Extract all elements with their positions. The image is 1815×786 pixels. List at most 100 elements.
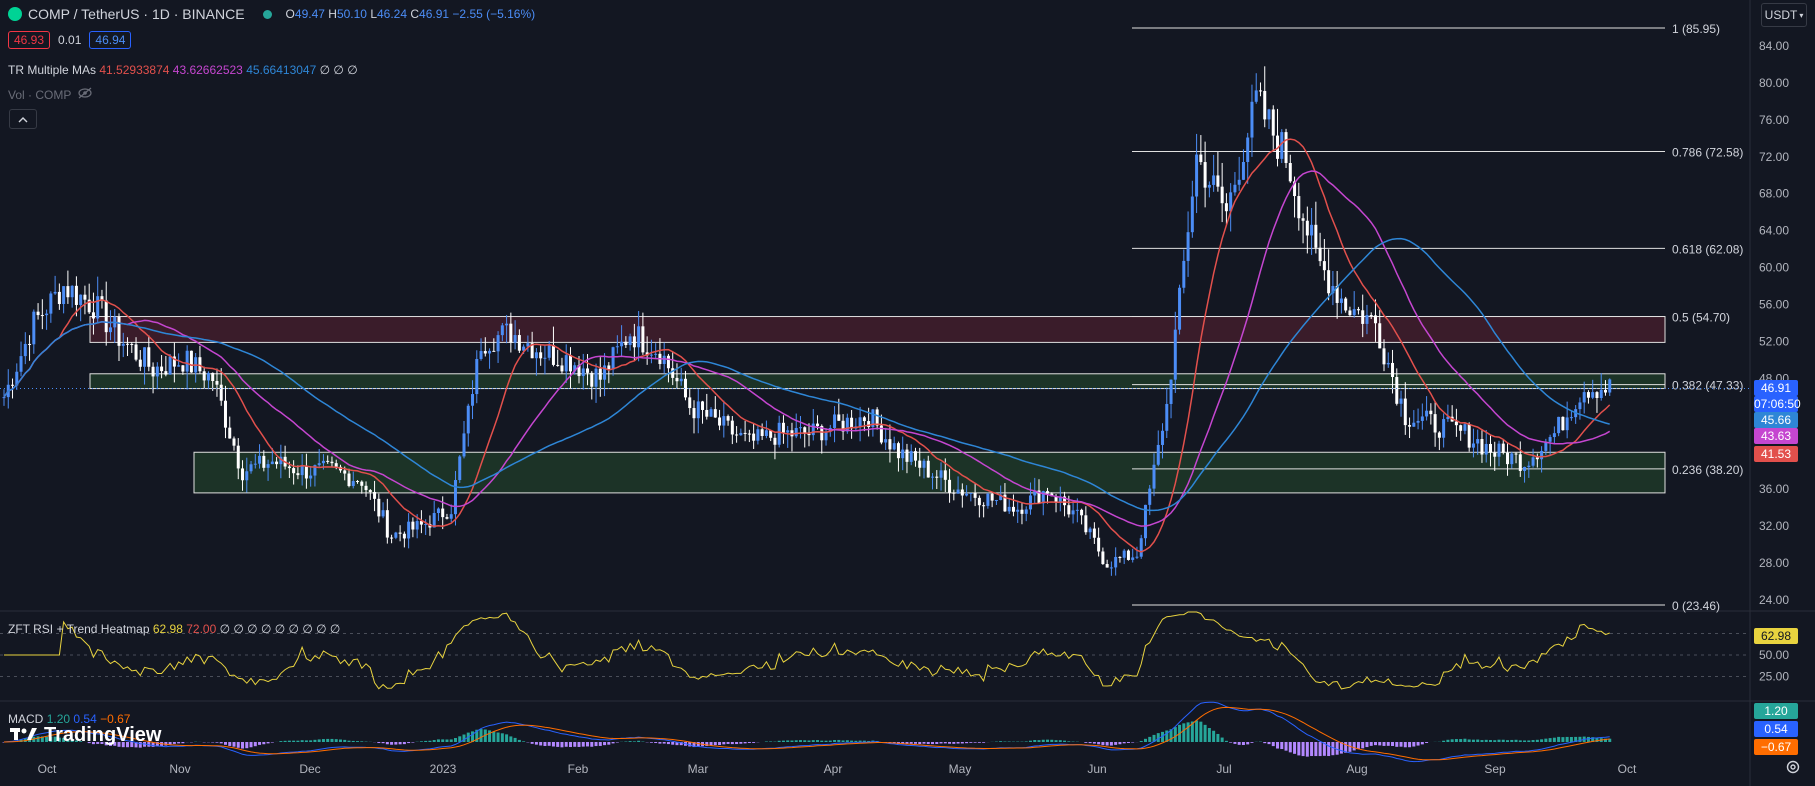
candle-body (867, 421, 871, 427)
macd-bar (471, 731, 475, 742)
candle-body (1288, 163, 1292, 182)
rsi-title: ZFT RSI + Trend Heatmap (8, 622, 150, 636)
candle-body (1497, 443, 1501, 457)
macd-bar (1224, 740, 1228, 742)
candle-body (1037, 490, 1041, 504)
candle-body (1080, 509, 1084, 516)
macd-legend[interactable]: MACD 1.20 0.54 −0.67 (8, 712, 130, 726)
candle-body (1033, 490, 1037, 496)
macd-bar (658, 742, 662, 744)
candle-body (990, 493, 994, 501)
candle-body (321, 460, 325, 464)
macd-bar (1173, 727, 1177, 742)
candle-body (1433, 414, 1437, 433)
ma-legend[interactable]: TR Multiple MAs 41.52933874 43.62662523 … (8, 63, 358, 77)
candle-body (1471, 443, 1475, 448)
candle-body (1182, 260, 1186, 288)
macd-bar (100, 742, 104, 744)
candle-body (189, 350, 193, 373)
candle-body (104, 300, 108, 333)
macd-bar (1382, 742, 1386, 746)
candle-body (241, 468, 245, 481)
candle-body (453, 480, 457, 515)
volume-legend[interactable]: Vol · COMP (8, 87, 93, 102)
ma-empty-values: ∅ ∅ ∅ (319, 63, 358, 77)
macd-value-signal: −0.67 (100, 712, 131, 726)
candle-body (573, 365, 577, 372)
macd-bar (1028, 740, 1032, 742)
candle-body (654, 353, 658, 355)
macd-bar (1118, 742, 1122, 745)
candle-body (347, 473, 351, 487)
macd-bar (743, 742, 747, 744)
macd-bar (1207, 728, 1211, 742)
candle-body (1203, 162, 1207, 188)
macd-bar (453, 738, 457, 742)
candle-body (411, 521, 415, 530)
candle-body (151, 366, 155, 377)
sell-button[interactable]: 46.93 (8, 31, 51, 49)
settings-gear-icon[interactable] (1785, 759, 1801, 778)
candle-body (1603, 389, 1607, 393)
candle-body (87, 299, 91, 313)
candle-body (1535, 457, 1539, 460)
candle-body (96, 296, 100, 319)
candle-body (556, 364, 560, 366)
ma-value-slow: 45.66413047 (246, 63, 317, 77)
candle-body (1527, 465, 1531, 468)
macd-bar (1574, 736, 1578, 742)
macd-bar (1216, 733, 1220, 742)
macd-bar (909, 742, 913, 744)
candle-body (534, 352, 538, 359)
macd-bar (87, 742, 91, 744)
rsi-legend[interactable]: ZFT RSI + Trend Heatmap 62.98 72.00 ∅ ∅ … (8, 622, 340, 636)
candle-body (509, 323, 513, 343)
time-axis-tick: Mar (688, 762, 709, 776)
macd-bar (164, 742, 168, 746)
macd-bar (492, 731, 496, 742)
macd-bar (977, 742, 981, 743)
macd-bar (952, 742, 956, 744)
symbol-title[interactable]: COMP / TetherUS · 1D · BINANCE (28, 6, 245, 22)
collapse-legend-button[interactable] (9, 109, 37, 129)
high-label: H (328, 7, 337, 21)
candle-body (1463, 424, 1467, 431)
fib-level-label: 0.382 (47.33) (1672, 379, 1743, 393)
macd-bar (1331, 742, 1335, 756)
candle-body (1280, 132, 1284, 159)
candle-body (982, 505, 986, 507)
candle-body (19, 356, 23, 372)
macd-bar (1344, 742, 1348, 753)
candle-body (1011, 506, 1015, 512)
macd-bar (833, 740, 837, 742)
macd-bar (108, 742, 112, 746)
candle-body (373, 491, 377, 499)
candle-body (253, 463, 257, 465)
macd-bar (948, 742, 952, 744)
candle-body (130, 343, 134, 345)
candle-body (2, 397, 6, 399)
eye-hidden-icon[interactable] (77, 87, 93, 102)
buy-button[interactable]: 46.94 (89, 31, 132, 49)
price-axis-tick: 28.00 (1759, 556, 1789, 570)
macd-bar (696, 742, 700, 747)
macd-bar (241, 742, 245, 749)
candle-body (624, 341, 628, 345)
currency-selector[interactable]: USDT ▾ (1761, 3, 1807, 27)
macd-bar (913, 742, 917, 744)
spread-value: 0.01 (58, 33, 82, 47)
macd-bar (96, 742, 100, 744)
candle-body (560, 365, 564, 372)
candle-body (445, 517, 449, 519)
candle-body (833, 414, 837, 428)
candle-body (360, 481, 364, 486)
macd-bar (381, 742, 385, 744)
change-value: −2.55 (−5.16%) (452, 7, 536, 21)
candle-body (956, 489, 960, 494)
candle-body (462, 433, 466, 457)
macd-bar (539, 742, 543, 746)
macd-bar (692, 742, 696, 748)
tradingview-logo[interactable]: TradingView (10, 724, 161, 747)
macd-bar (735, 742, 739, 745)
